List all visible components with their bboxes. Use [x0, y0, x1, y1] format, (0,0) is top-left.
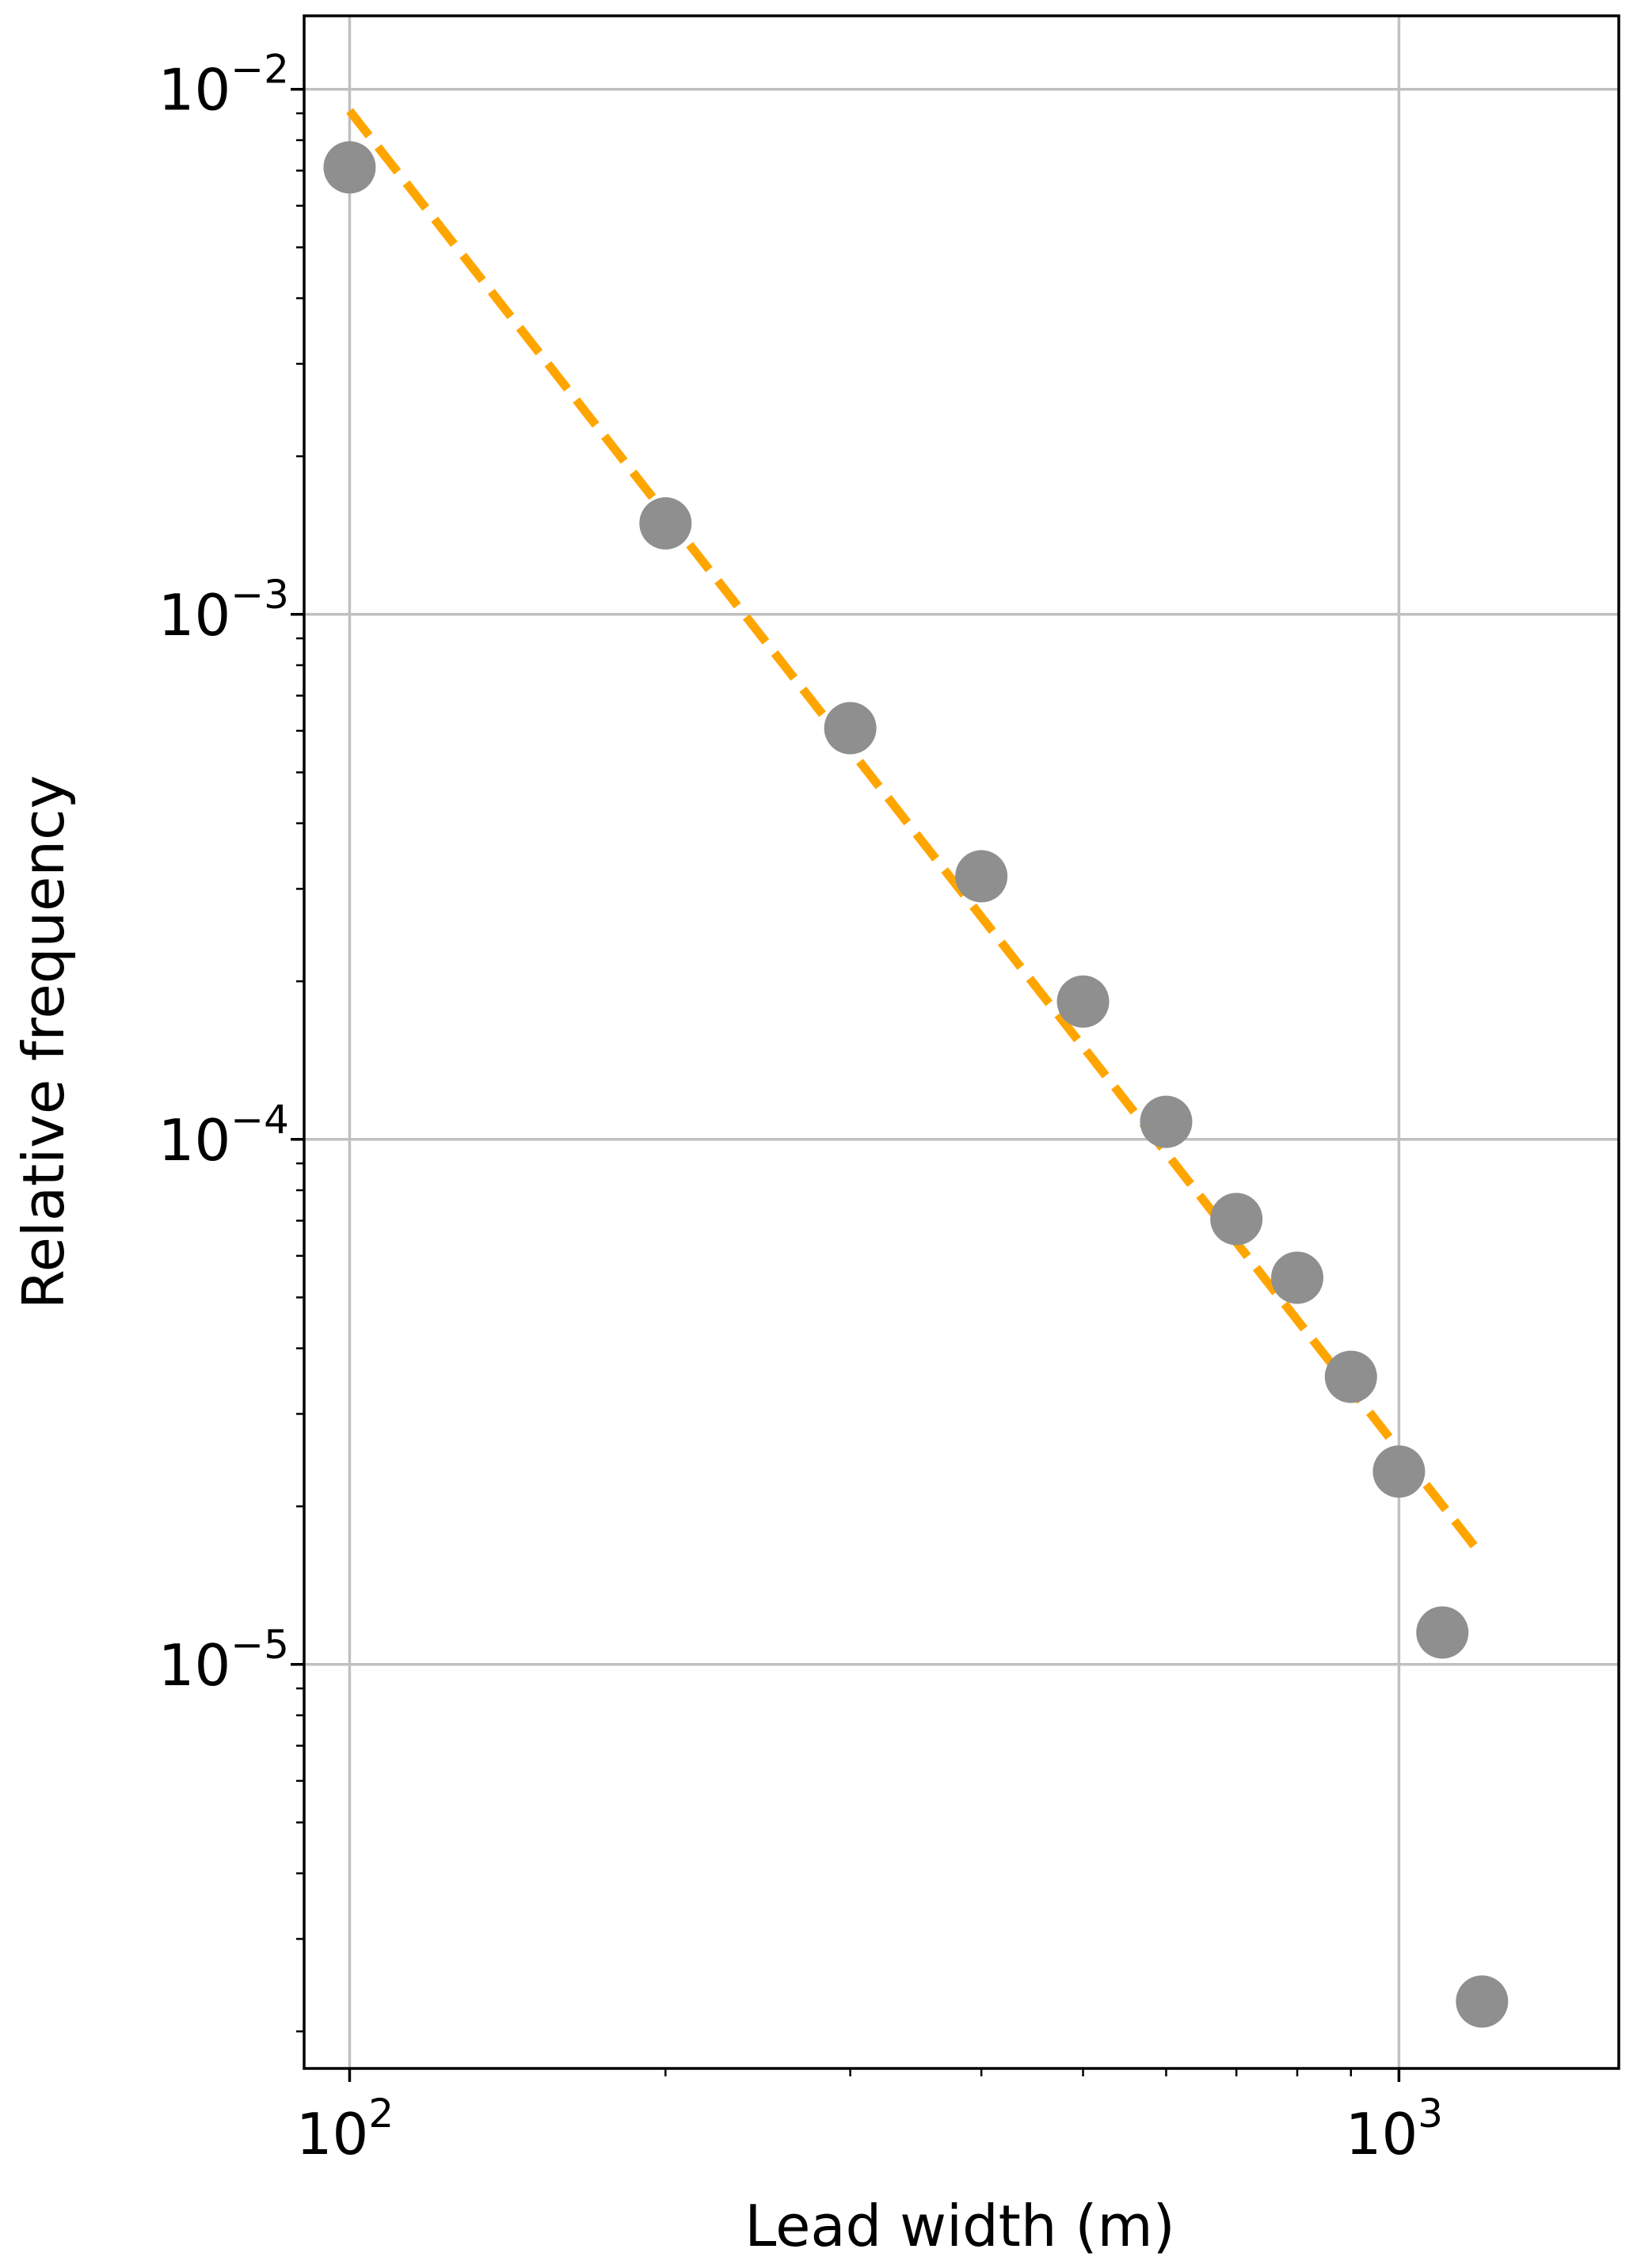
plot-frame [303, 14, 1620, 2070]
y-tick-label: 10−5 [158, 1622, 289, 1699]
y-tick-label: 10−3 [158, 572, 289, 649]
major-ticks [291, 87, 1401, 2082]
y-tick-label: 10−2 [158, 47, 289, 124]
power-law-fit-line [346, 108, 1486, 1559]
data-point [824, 702, 877, 755]
data-point [955, 850, 1008, 903]
y-axis-label: Relative frequency [10, 775, 77, 1309]
x-axis-label: Lead width (m) [744, 2193, 1175, 2259]
data-point [1372, 1445, 1426, 1498]
data-point [323, 141, 376, 194]
data-point [1324, 1350, 1377, 1403]
x-tick-labels: 102 103 [296, 2091, 1443, 2167]
x-tick-label: 102 [296, 2091, 394, 2167]
data-point [1210, 1193, 1263, 1246]
x-tick-label: 103 [1346, 2091, 1443, 2167]
data-point [1056, 975, 1110, 1028]
grid-lines [304, 16, 1619, 2068]
data-point [1416, 1606, 1469, 1659]
data-point [1456, 1975, 1509, 2028]
data-point [1140, 1095, 1193, 1148]
y-tick-labels: 10−2 10−3 10−4 10−5 [158, 47, 289, 1699]
data-point [639, 497, 692, 550]
data-point [1270, 1251, 1323, 1304]
data-points-layer [323, 141, 1509, 2028]
y-tick-label: 10−4 [158, 1097, 289, 1174]
fit-line-layer [346, 108, 1486, 1559]
